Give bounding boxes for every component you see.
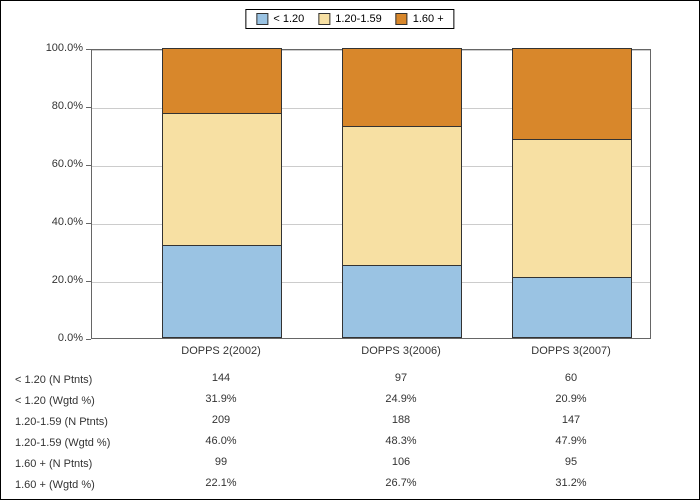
table-row: 1.20-1.59 (Wgtd %) 46.0% 48.3% 47.9%: [1, 432, 700, 453]
y-tickmark: [86, 223, 91, 224]
bar-segment-r120_159: [343, 126, 461, 265]
bar-group: [512, 48, 632, 338]
bar-segment-gte160: [513, 49, 631, 139]
y-tickmark: [86, 281, 91, 282]
table-row: 1.60 + (N Ptnts) 99 106 95: [1, 453, 700, 474]
x-label: DOPPS 3(2007): [531, 345, 610, 357]
y-tickmark: [86, 107, 91, 108]
bar-segment-gte160: [343, 49, 461, 126]
y-tickmark: [86, 49, 91, 50]
row-cell: 95: [565, 456, 577, 468]
row-cell: 99: [215, 456, 227, 468]
row-cell: 97: [395, 372, 407, 384]
row-cell: 209: [212, 414, 230, 426]
legend-item-120-159: 1.20-1.59: [318, 13, 381, 25]
bar-segment-r120_159: [163, 113, 281, 245]
row-cell: 188: [392, 414, 410, 426]
row-cell: 48.3%: [385, 435, 416, 447]
table-row: < 1.20 (Wgtd %) 31.9% 24.9% 20.9%: [1, 390, 700, 411]
row-cell: 144: [212, 372, 230, 384]
legend-label-lt120: < 1.20: [273, 13, 304, 25]
legend-item-160plus: 1.60 +: [396, 13, 444, 25]
table-row: 1.60 + (Wgtd %) 22.1% 26.7% 31.2%: [1, 474, 700, 495]
legend-swatch-120-159: [318, 13, 330, 25]
row-cell: 46.0%: [205, 435, 236, 447]
row-cell: 147: [562, 414, 580, 426]
x-label: DOPPS 2(2002): [181, 345, 260, 357]
row-cell: 24.9%: [385, 393, 416, 405]
y-tick-label: 0.0%: [33, 332, 83, 344]
y-tickmark: [86, 165, 91, 166]
plot-area: [91, 49, 651, 339]
y-tick-label: 40.0%: [33, 216, 83, 228]
legend-swatch-lt120: [256, 13, 268, 25]
row-cell: 20.9%: [555, 393, 586, 405]
data-table: < 1.20 (N Ptnts) 144 97 60 < 1.20 (Wgtd %) 31…: [1, 369, 700, 495]
table-row: 1.20-1.59 (N Ptnts) 209 188 147: [1, 411, 700, 432]
row-cell: 47.9%: [555, 435, 586, 447]
y-tick-label: 20.0%: [33, 274, 83, 286]
row-cell: 26.7%: [385, 477, 416, 489]
bar-segment-gte160: [163, 49, 281, 113]
y-tickmark: [86, 339, 91, 340]
row-cell: 31.2%: [555, 477, 586, 489]
row-label: < 1.20 (N Ptnts): [1, 374, 131, 386]
row-label: 1.60 + (Wgtd %): [1, 479, 131, 491]
row-label: 1.60 + (N Ptnts): [1, 458, 131, 470]
row-cell: 60: [565, 372, 577, 384]
legend-label-120-159: 1.20-1.59: [335, 13, 381, 25]
bar-group: [162, 48, 282, 338]
row-label: < 1.20 (Wgtd %): [1, 395, 131, 407]
row-label: 1.20-1.59 (N Ptnts): [1, 416, 131, 428]
row-cell: 22.1%: [205, 477, 236, 489]
legend-label-160plus: 1.60 +: [413, 13, 444, 25]
bar-segment-lt120: [513, 277, 631, 337]
x-label: DOPPS 3(2006): [361, 345, 440, 357]
bar-segment-lt120: [163, 245, 281, 337]
bar-segment-r120_159: [513, 139, 631, 277]
legend: < 1.20 1.20-1.59 1.60 +: [245, 9, 454, 29]
bar-segment-lt120: [343, 265, 461, 337]
y-tick-label: 100.0%: [33, 42, 83, 54]
row-label: 1.20-1.59 (Wgtd %): [1, 437, 131, 449]
y-tick-label: 80.0%: [33, 100, 83, 112]
row-cell: 106: [392, 456, 410, 468]
table-row: < 1.20 (N Ptnts) 144 97 60: [1, 369, 700, 390]
legend-item-lt120: < 1.20: [256, 13, 304, 25]
chart-container: < 1.20 1.20-1.59 1.60 + 0.0% 20.0% 40.0% 60…: [0, 0, 700, 500]
y-tick-label: 60.0%: [33, 158, 83, 170]
legend-swatch-160plus: [396, 13, 408, 25]
row-cell: 31.9%: [205, 393, 236, 405]
bar-group: [342, 48, 462, 338]
